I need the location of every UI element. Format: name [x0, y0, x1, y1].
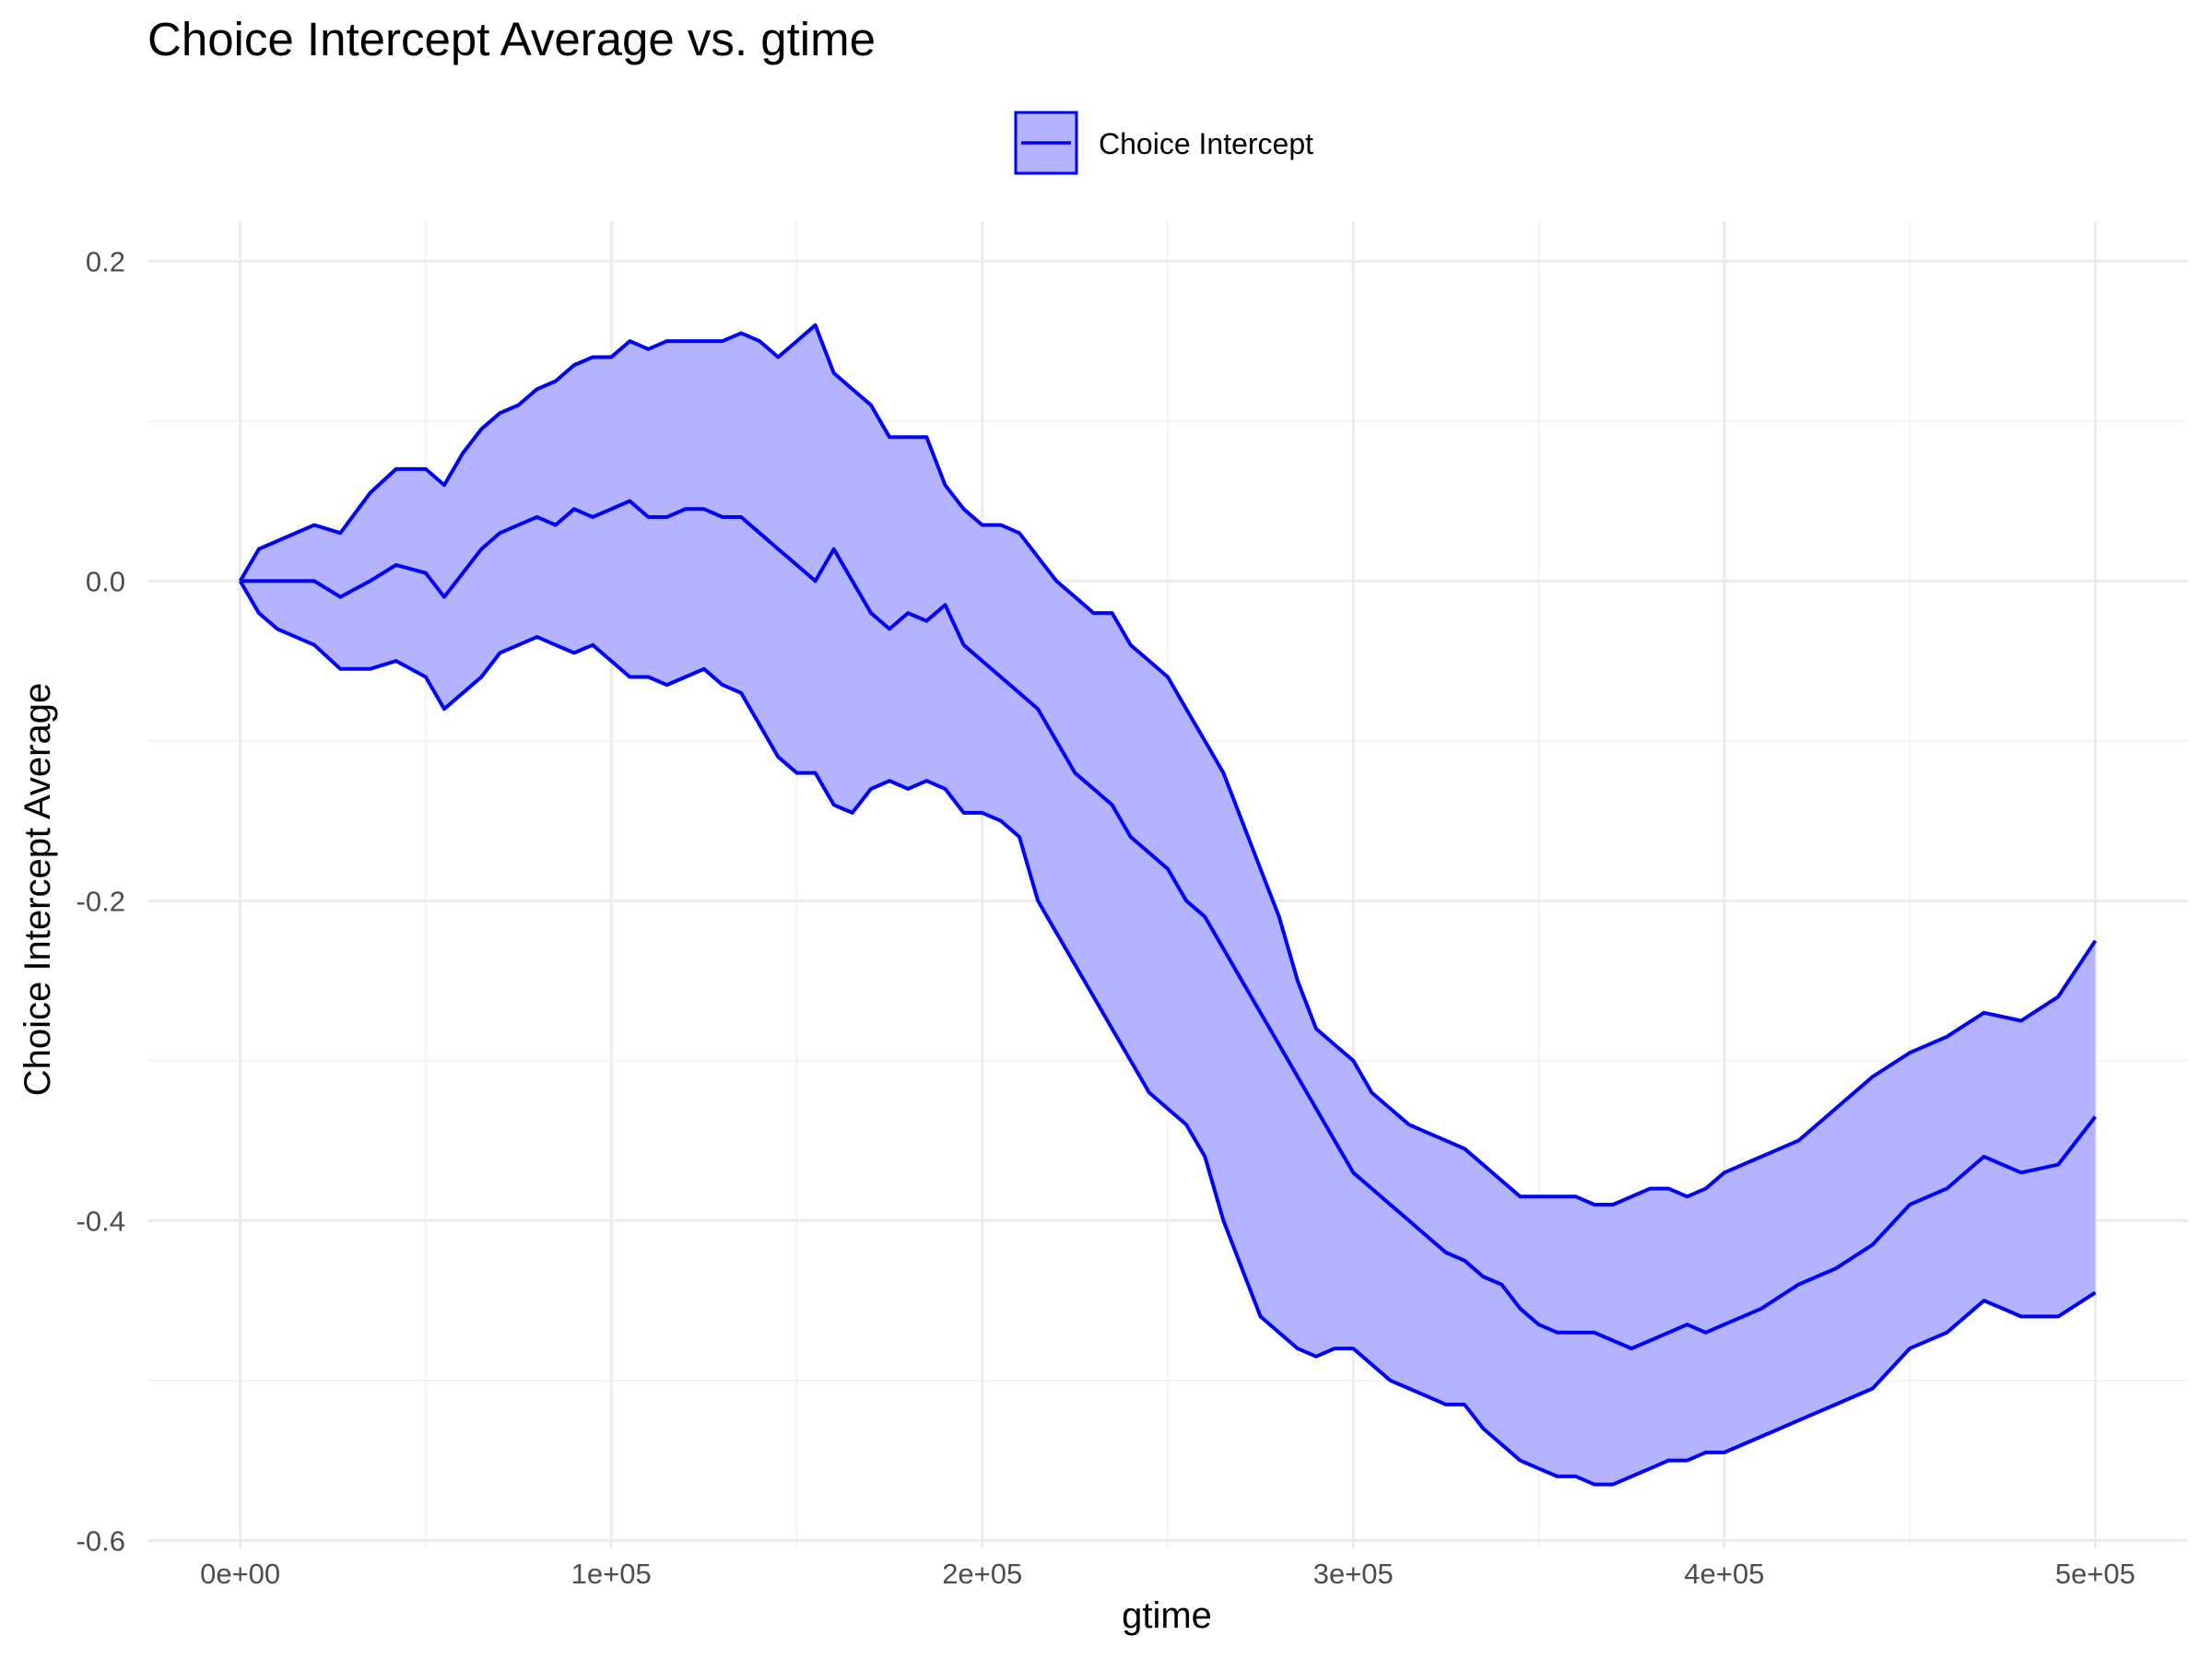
x-tick-label: 4e+05: [1684, 1558, 1764, 1590]
y-tick-label: 0.0: [86, 565, 125, 597]
chart-title: Choice Intercept Average vs. gtime: [147, 13, 876, 65]
x-axis-title: gtime: [1122, 1595, 1212, 1636]
x-tick-label: 3e+05: [1313, 1558, 1394, 1590]
confidence-band: [240, 324, 2096, 1485]
legend: Choice Intercept: [1014, 111, 1313, 175]
x-tick-label: 5e+05: [2055, 1558, 2136, 1590]
y-axis-title: Choice Intercept Average: [18, 683, 58, 1096]
legend-label: Choice Intercept: [1099, 127, 1313, 160]
x-axis-ticks: 0e+00 1e+05 2e+05 3e+05 4e+05 5e+05: [200, 1558, 2136, 1590]
y-axis-ticks: -0.6 -0.4 -0.2 0.0 0.2: [76, 245, 125, 1557]
y-tick-label: -0.6: [76, 1524, 125, 1557]
series-line-choice-intercept: [240, 499, 2097, 1351]
upper-bound-line: [238, 323, 2098, 1206]
y-tick-label: -0.4: [76, 1205, 125, 1237]
y-tick-label: 0.2: [86, 245, 125, 277]
plot-data: [238, 323, 2098, 1487]
x-tick-label: 2e+05: [942, 1558, 1022, 1590]
y-tick-label: -0.2: [76, 885, 125, 917]
x-tick-label: 1e+05: [571, 1558, 652, 1590]
x-tick-label: 0e+00: [200, 1558, 280, 1590]
lower-bound-line: [238, 580, 2097, 1487]
